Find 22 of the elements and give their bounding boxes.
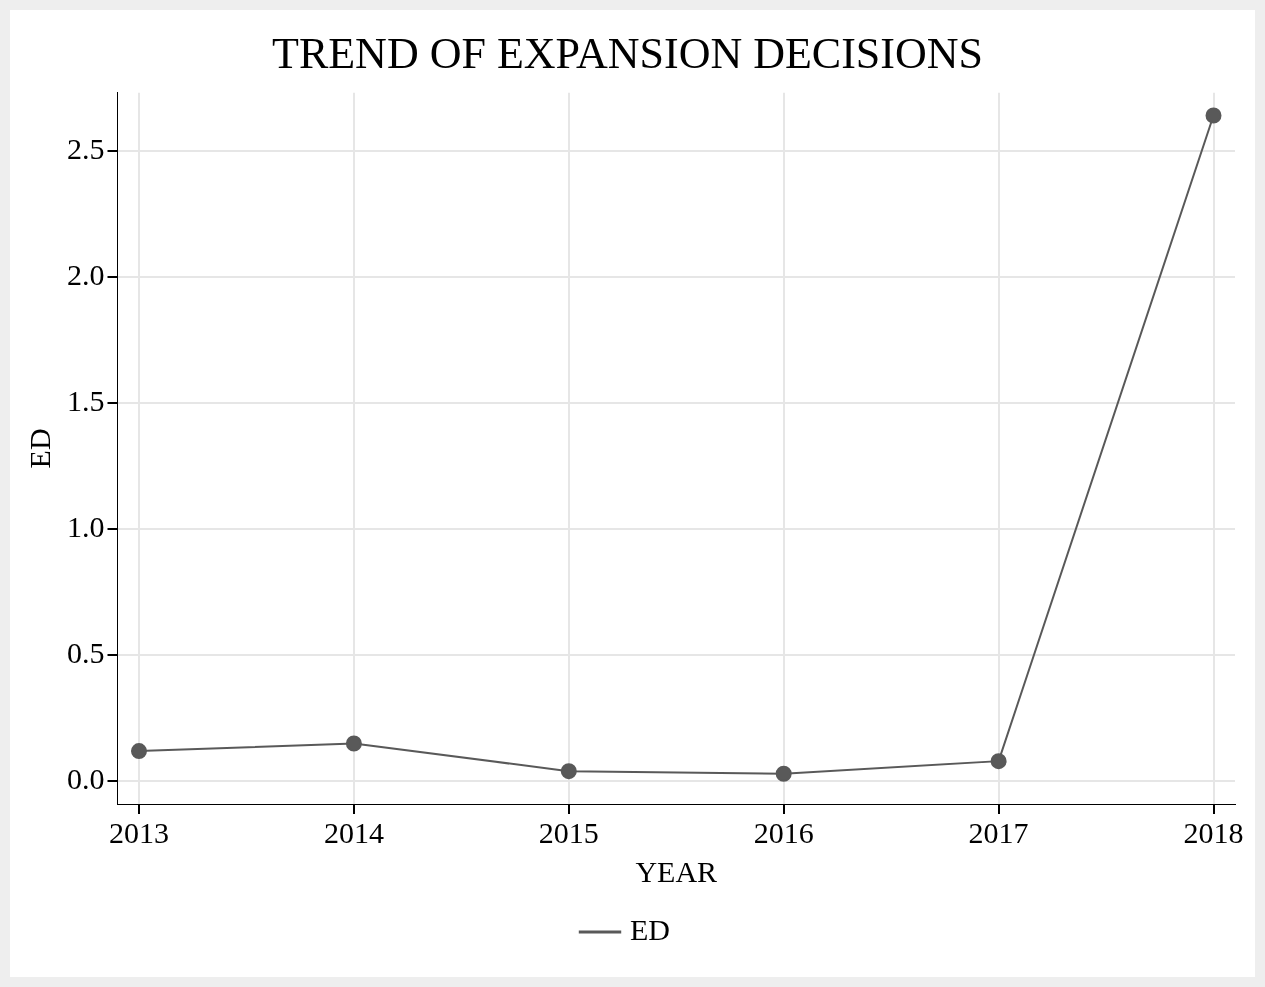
chart-title: TREND OF EXPANSION DECISIONS (271, 28, 984, 78)
x-tick-label: 2018 (1183, 815, 1244, 849)
x-tick-label: 2015 (538, 815, 599, 849)
x-axis-title: YEAR (635, 854, 718, 888)
point (990, 753, 1007, 770)
point (560, 763, 577, 780)
point (775, 765, 792, 782)
y-tick-label: 1.5 (67, 383, 105, 417)
y-tick-label: 0.0 (67, 762, 105, 796)
point (130, 743, 147, 760)
point (345, 735, 362, 752)
y-axis-title: ED (22, 428, 56, 469)
x-tick-label: 2013 (108, 815, 169, 849)
point (1205, 107, 1222, 124)
y-tick-label: 1.0 (67, 509, 105, 543)
y-tick-label: 2.0 (67, 257, 105, 291)
y-tick-label: 2.5 (67, 131, 105, 165)
y-tick-label: 0.5 (67, 636, 105, 670)
x-tick-label: 2014 (323, 815, 384, 849)
legend-label: ED (630, 912, 670, 946)
x-tick-label: 2016 (753, 815, 814, 849)
x-tick-label: 2017 (968, 815, 1029, 849)
